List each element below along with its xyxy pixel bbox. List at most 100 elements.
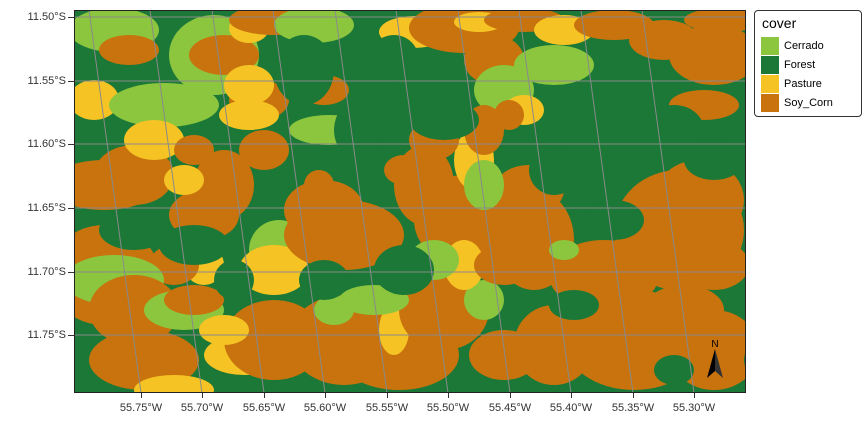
legend-swatch-soy-corn [761,94,779,112]
legend-label-soy-corn: Soy_Corn [784,97,833,109]
land-cover-patch-forest [644,105,704,155]
land-cover-patch-forest [214,260,254,300]
lon-label-55-40: 55.40°W [549,402,593,414]
graticule-meridian [518,10,572,393]
land-cover-patch-forest [654,355,694,385]
legend-item-soy-corn: Soy_Corn [761,94,861,112]
lon-label-55-60: 55.60°W [303,402,347,414]
north-arrow-label: N [711,339,718,350]
lat-label-11-75: 11.75°S [27,329,66,341]
lon-tick [141,393,142,398]
lat-label-11-70: 11.70°S [27,266,66,278]
lat-label-11-55: 11.55°S [27,75,66,87]
land-cover-patch-soy-corn [474,245,534,285]
graticule-meridian [641,10,695,393]
lat-tick [68,272,74,273]
legend-swatch-pasture [761,75,779,93]
graticule-meridian [457,10,511,393]
legend-item-cerrado: Cerrado [761,37,861,55]
land-cover-patch-forest [684,140,744,180]
land-cover-patch-forest [369,35,419,85]
land-cover-map[interactable] [74,10,746,393]
land-cover-patch-pasture [219,100,279,130]
lon-tick [694,393,695,398]
land-cover-patch-soy-corn [644,285,724,335]
land-cover-patch-cerrado [109,83,219,127]
graticule-lines [74,10,746,393]
lon-tick [571,393,572,398]
lon-tick [448,393,449,398]
legend-item-forest: Forest [761,56,861,74]
lon-tick [325,393,326,398]
land-cover-patch-soy-corn [654,160,744,240]
land-cover-patch-soy-corn [99,35,159,65]
legend-item-pasture: Pasture [761,75,861,93]
legend-swatch-forest [761,56,779,74]
north-arrow-icon: N [707,339,723,378]
land-cover-patch-soy-corn [189,35,259,75]
land-cover-patch-forest [609,60,659,120]
lon-tick [202,393,203,398]
legend-label-cerrado: Cerrado [784,40,824,52]
land-cover-patch-soy-corn [284,180,364,240]
land-cover-patch-cerrado [514,45,594,85]
lon-label-55-55: 55.55°W [365,402,409,414]
land-cover-patch-cerrado [274,10,354,43]
land-cover-patch-soy-corn [164,285,224,315]
graticule-meridian [149,10,203,393]
lon-tick [633,393,634,398]
legend: cover Cerrado Forest Pasture Soy_Corn [754,10,862,117]
land-cover-patch-soy-corn [239,130,289,170]
land-cover-patch-forest [374,245,434,295]
land-cover-patch-forest [529,145,579,195]
land-cover-patch-soy-corn [684,10,746,32]
lat-label-11-60: 11.60°S [27,138,66,150]
lon-tick [264,393,265,398]
map-border [74,10,746,393]
land-cover-patch-forest [159,225,229,265]
land-cover-patch-soy-corn [89,330,199,390]
land-cover-patch-forest [299,260,349,300]
graticule-meridian [580,10,634,393]
land-cover-patch-soy-corn [384,155,424,185]
legend-label-forest: Forest [784,59,816,71]
land-cover-patch-forest [409,100,479,140]
lon-label-55-30: 55.30°W [672,402,716,414]
lon-label-55-70: 55.70°W [180,402,224,414]
land-cover-patch-pasture [134,375,214,393]
lat-tick [68,335,74,336]
legend-label-pasture: Pasture [784,78,822,90]
graticule-meridian [395,10,449,393]
lat-tick [68,144,74,145]
lat-tick [68,81,74,82]
land-cover-patch-soy-corn [89,275,179,345]
lon-tick [387,393,388,398]
land-cover-patch-soy-corn [679,240,746,290]
land-cover-patch-soy-corn [304,170,334,200]
graticule-meridian [334,10,388,393]
land-cover-patch-forest [274,35,334,105]
land-cover-patch-forest [549,290,599,320]
legend-title: cover [762,15,797,31]
land-cover-patch-soy-corn [669,25,746,85]
lon-tick [510,393,511,398]
lon-label-55-35: 55.35°W [611,402,655,414]
lat-tick [68,17,74,18]
land-cover-patch-cerrado [464,160,504,210]
graticule-meridian [88,10,142,393]
land-cover-patch-forest [334,100,384,160]
map-panel[interactable] [74,10,746,393]
land-cover-patch-forest [99,210,169,250]
lon-label-55-65: 55.65°W [242,402,286,414]
land-cover-patch-pasture [74,80,119,120]
lon-label-55-45: 55.45°W [488,402,532,414]
land-cover-patch-pasture [199,315,249,345]
land-cover-patch-pasture [224,65,274,105]
land-cover-patch-cerrado [549,240,579,260]
lon-label-55-50: 55.50°W [426,402,470,414]
land-cover-patches [74,10,746,393]
land-cover-patch-soy-corn [174,135,214,165]
lat-label-11-65: 11.65°S [27,202,66,214]
graticule-meridian [211,10,265,393]
land-cover-patch-forest [584,200,644,240]
